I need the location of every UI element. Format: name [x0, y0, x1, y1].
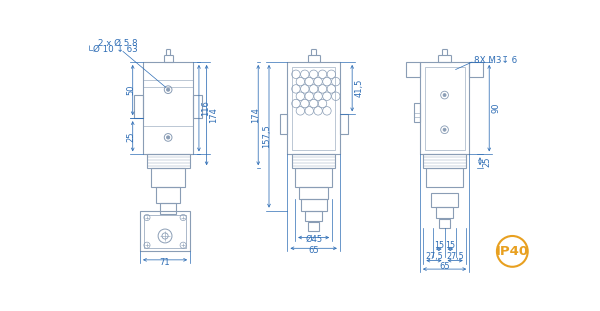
Bar [406, 62, 420, 77]
Text: 71: 71 [160, 258, 170, 267]
Bar [287, 62, 340, 154]
Bar [292, 154, 335, 168]
Bar [292, 67, 335, 150]
Bar [305, 211, 322, 220]
Bar [193, 95, 202, 118]
Bar [431, 193, 458, 207]
Circle shape [443, 128, 446, 131]
Bar [436, 207, 453, 218]
Bar [426, 168, 463, 188]
Text: 65: 65 [308, 246, 319, 255]
Text: 116: 116 [201, 100, 210, 116]
Text: Ø 10 ↧ 63: Ø 10 ↧ 63 [94, 45, 138, 54]
Text: 157,5: 157,5 [262, 124, 271, 148]
Bar [423, 154, 466, 168]
Bar [340, 114, 347, 133]
Bar [425, 67, 464, 150]
Text: IP40: IP40 [496, 245, 529, 258]
Bar [144, 215, 186, 248]
Bar [301, 199, 327, 211]
Text: 41,5: 41,5 [355, 79, 364, 97]
Bar [420, 62, 469, 154]
Bar [439, 219, 450, 228]
Text: 174: 174 [251, 107, 260, 123]
Bar [280, 114, 287, 133]
Text: 50: 50 [126, 85, 135, 95]
Bar [469, 62, 483, 77]
Bar [143, 62, 193, 154]
Bar [134, 95, 143, 118]
Text: 27,5: 27,5 [425, 252, 443, 261]
Bar [295, 168, 332, 188]
Text: Ø45: Ø45 [305, 235, 322, 244]
Bar [299, 188, 328, 199]
Text: 15: 15 [434, 241, 444, 250]
Bar [140, 211, 190, 251]
Bar [146, 154, 190, 168]
Bar [160, 203, 176, 214]
Text: 25: 25 [482, 156, 491, 166]
Text: 90: 90 [491, 103, 500, 114]
Bar [156, 188, 181, 203]
Circle shape [443, 94, 446, 97]
Text: 174: 174 [209, 107, 218, 123]
Text: 8X M3↧ 6: 8X M3↧ 6 [474, 56, 517, 65]
Bar [151, 168, 185, 188]
Bar [308, 222, 319, 231]
Circle shape [167, 88, 170, 91]
Text: 65: 65 [439, 262, 450, 271]
Circle shape [167, 136, 170, 139]
Text: 25: 25 [126, 131, 135, 142]
Text: 15: 15 [445, 241, 455, 250]
Bar [414, 103, 420, 122]
Text: 2 x Ø 5.8: 2 x Ø 5.8 [98, 39, 137, 48]
Text: 27,5: 27,5 [446, 252, 464, 261]
